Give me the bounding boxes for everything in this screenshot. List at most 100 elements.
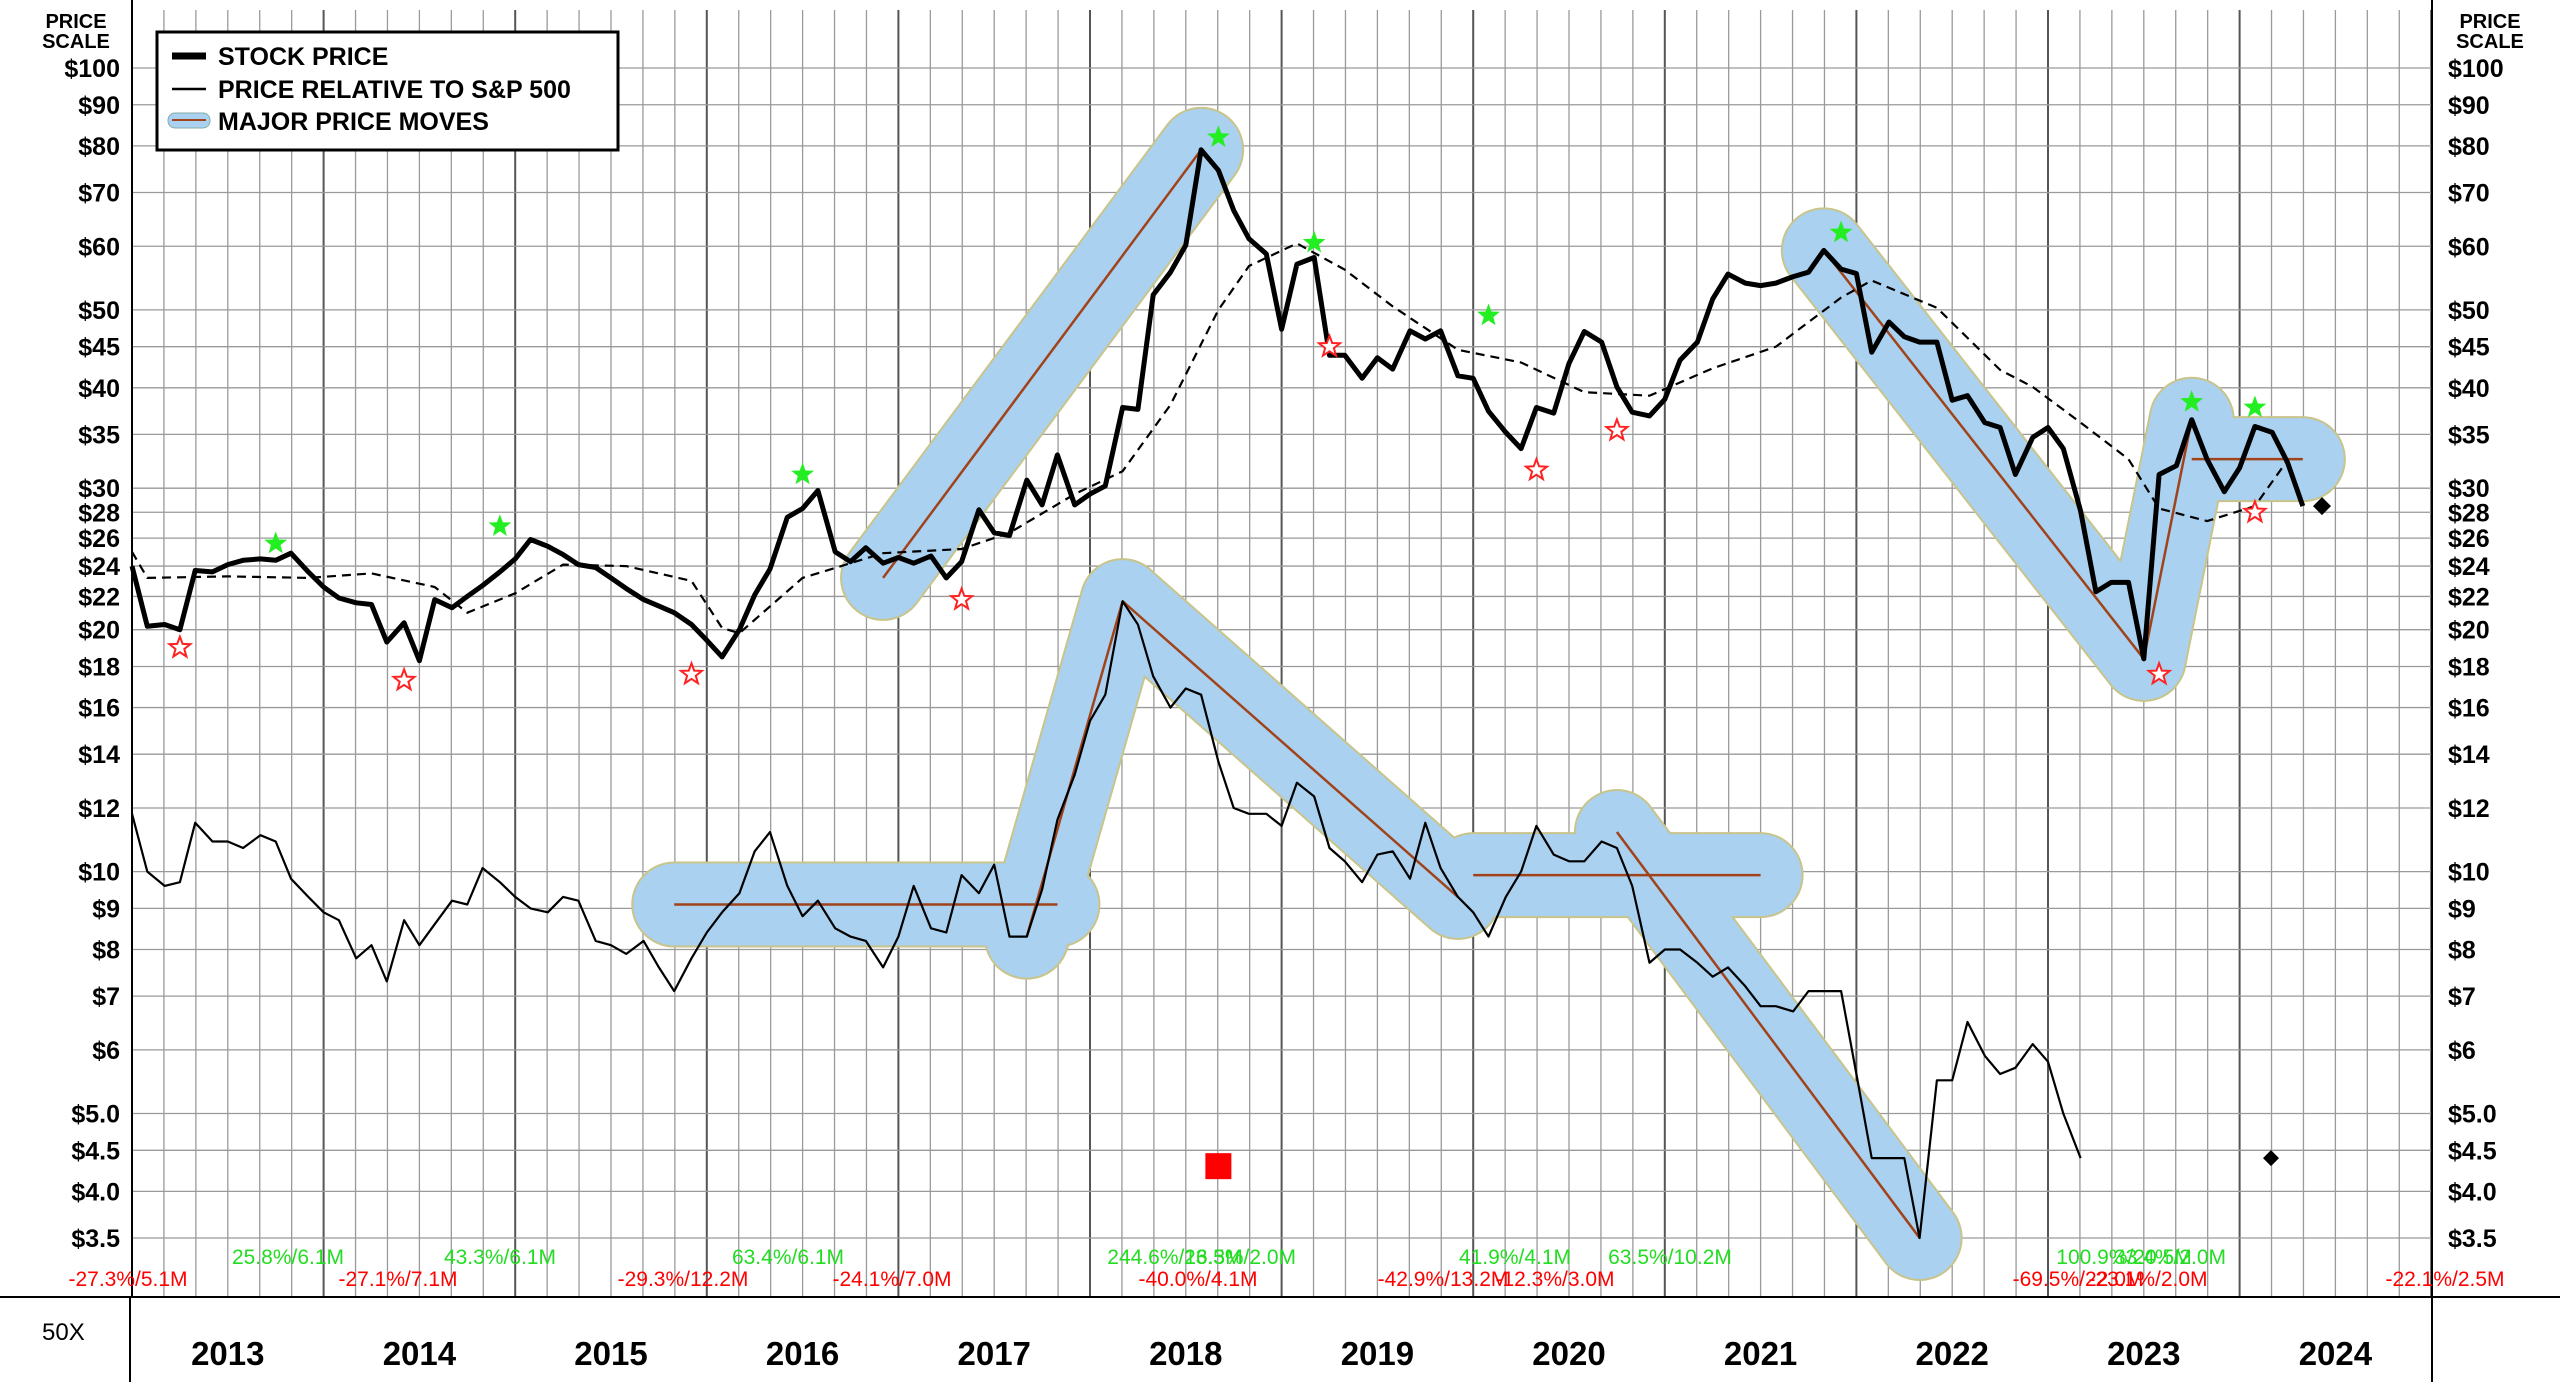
high-star-marker xyxy=(2180,390,2204,412)
y-tick-label-right: $3.5 xyxy=(2448,1225,2497,1253)
high-star-marker xyxy=(791,462,814,485)
year-label: 2023 xyxy=(2107,1335,2180,1372)
y-tick-label-left: $5.0 xyxy=(71,1101,120,1129)
major-move-trend-line xyxy=(1615,831,1921,1239)
move-annotation: 23.5%/2.0M xyxy=(1184,1246,1296,1269)
year-labels: 2013 2014 2015 2016 2017 2018 2019 2020 2021 2022… xyxy=(191,1335,2373,1372)
move-annotation: -29.3%/12.2M xyxy=(618,1268,749,1291)
move-annotation: 100.9%/20.5M xyxy=(2056,1246,2191,1269)
y-tick-label-right: $50 xyxy=(2448,297,2490,325)
high-star-marker xyxy=(264,531,288,554)
price-scale-header-right-line1: PRICE xyxy=(2459,11,2520,33)
y-tick-label-left: $30 xyxy=(78,475,120,503)
major-move-trend-line xyxy=(882,149,1203,579)
move-annotation: 244.6%/16.3M xyxy=(1107,1246,1242,1269)
y-tick-label-left: $14 xyxy=(78,741,120,769)
move-annotations: -27.3%/5.1M 25.8%/6.1M-27.1%/7.1M43.3%/6.… xyxy=(68,1246,2504,1291)
y-tick-label-left: $20 xyxy=(78,617,120,645)
y-tick-label-right: $8 xyxy=(2448,936,2476,964)
move-annotation: 33.4%/2.0M xyxy=(2114,1246,2226,1269)
y-tick-label-left: $45 xyxy=(78,334,120,362)
y-tick-label-right: $28 xyxy=(2448,499,2490,527)
move-annotation: -27.3%/5.1M xyxy=(68,1268,187,1291)
legend-label-stock-price: STOCK PRICE xyxy=(218,43,388,71)
low-star-marker xyxy=(1523,456,1550,482)
y-tick-label-right: $6 xyxy=(2448,1037,2476,1065)
y-tick-label-right: $4.0 xyxy=(2448,1178,2497,1206)
year-label: 2024 xyxy=(2299,1335,2373,1372)
y-tick-label-right: $22 xyxy=(2448,583,2490,611)
major-move-trend-line xyxy=(1121,600,1459,898)
low-star-marker xyxy=(2145,660,2173,686)
y-tick-label-right: $10 xyxy=(2448,859,2490,887)
y-tick-label-right: $14 xyxy=(2448,741,2490,769)
series-layer xyxy=(129,147,2306,1240)
y-tick-label-left: $70 xyxy=(78,179,120,207)
y-tick-label-left: $18 xyxy=(78,653,120,681)
low-star-marker xyxy=(948,585,975,611)
major-move-trend-line xyxy=(1025,600,1124,937)
event-marker xyxy=(1205,1153,1232,1180)
low-star-marker xyxy=(166,633,194,659)
left-price-scale-header: PRICE SCALE xyxy=(42,11,110,53)
move-annotation: 25.8%/6.1M xyxy=(232,1246,344,1269)
year-label: 2020 xyxy=(1532,1335,1605,1372)
low-star-marker xyxy=(390,666,418,692)
y-tick-label-left: $35 xyxy=(78,421,120,449)
year-label: 2016 xyxy=(766,1335,839,1372)
y-tick-label-right: $45 xyxy=(2448,334,2490,362)
high-star-marker xyxy=(488,514,512,536)
right-price-scale-header: PRICE SCALE xyxy=(2456,11,2524,53)
y-tick-label-right: $40 xyxy=(2448,375,2490,403)
y-tick-label-left: $22 xyxy=(78,583,120,611)
move-annotation: -22.1%/2.5M xyxy=(2385,1268,2504,1291)
move-annotation: -23.1%/2.0M xyxy=(2088,1268,2207,1291)
y-tick-label-left: $60 xyxy=(78,233,120,261)
y-tick-label-left: $24 xyxy=(78,553,120,581)
y-tick-label-right: $7 xyxy=(2448,983,2476,1011)
legend: STOCK PRICE PRICE RELATIVE TO S&P 500 MA… xyxy=(155,30,620,152)
y-tick-label-right: $24 xyxy=(2448,553,2490,581)
y-tick-label-left: $4.0 xyxy=(71,1178,120,1206)
low-star-marker xyxy=(1316,332,1343,358)
year-label: 2014 xyxy=(383,1335,457,1372)
move-annotation: -40.0%/4.1M xyxy=(1138,1268,1257,1291)
y-tick-label-left: $90 xyxy=(78,92,120,120)
y-tick-label-right: $18 xyxy=(2448,653,2490,681)
year-label: 2018 xyxy=(1149,1335,1222,1372)
last-price-marker xyxy=(2312,497,2331,516)
year-label: 2015 xyxy=(574,1335,647,1372)
legend-box xyxy=(155,30,620,152)
high-star-marker xyxy=(2243,395,2267,418)
y-tick-label-left: $6 xyxy=(92,1037,120,1065)
y-tick-label-right: $12 xyxy=(2448,795,2490,823)
y-tick-label-right: $16 xyxy=(2448,695,2490,723)
y-tick-label-right: $9 xyxy=(2448,895,2476,923)
year-label: 2019 xyxy=(1341,1335,1414,1372)
price-scale-header-right-line2: SCALE xyxy=(2456,31,2524,53)
relative-to-sp500-line xyxy=(130,600,2082,1240)
y-tick-label-left: $100 xyxy=(64,55,120,83)
high-star-marker xyxy=(1302,230,1326,253)
y-tick-label-right: $60 xyxy=(2448,233,2490,261)
move-annotation: -27.1%/7.1M xyxy=(338,1268,457,1291)
y-tick-label-right: $30 xyxy=(2448,475,2490,503)
y-tick-label-left: $4.5 xyxy=(71,1137,120,1165)
y-tick-label-left: $12 xyxy=(78,795,120,823)
y-tick-label-left: $9 xyxy=(92,895,120,923)
y-tick-label-left: $50 xyxy=(78,297,120,325)
footer-label: 50X xyxy=(42,1319,85,1346)
y-tick-label-left: $28 xyxy=(78,499,120,527)
high-star-marker xyxy=(1477,303,1500,326)
low-star-marker xyxy=(678,660,705,686)
move-annotation: -12.3%/3.0M xyxy=(1495,1268,1614,1291)
y-tick-label-right: $35 xyxy=(2448,421,2490,449)
y-tick-label-right: $26 xyxy=(2448,525,2490,553)
y-tick-label-left: $10 xyxy=(78,859,120,887)
move-annotation: -69.5%/22.0M xyxy=(2013,1268,2144,1291)
move-annotation: -24.1%/7.0M xyxy=(832,1268,951,1291)
move-annotation: 41.9%/4.1M xyxy=(1459,1246,1571,1269)
y-tick-label-left: $16 xyxy=(78,695,120,723)
year-label: 2017 xyxy=(957,1335,1030,1372)
